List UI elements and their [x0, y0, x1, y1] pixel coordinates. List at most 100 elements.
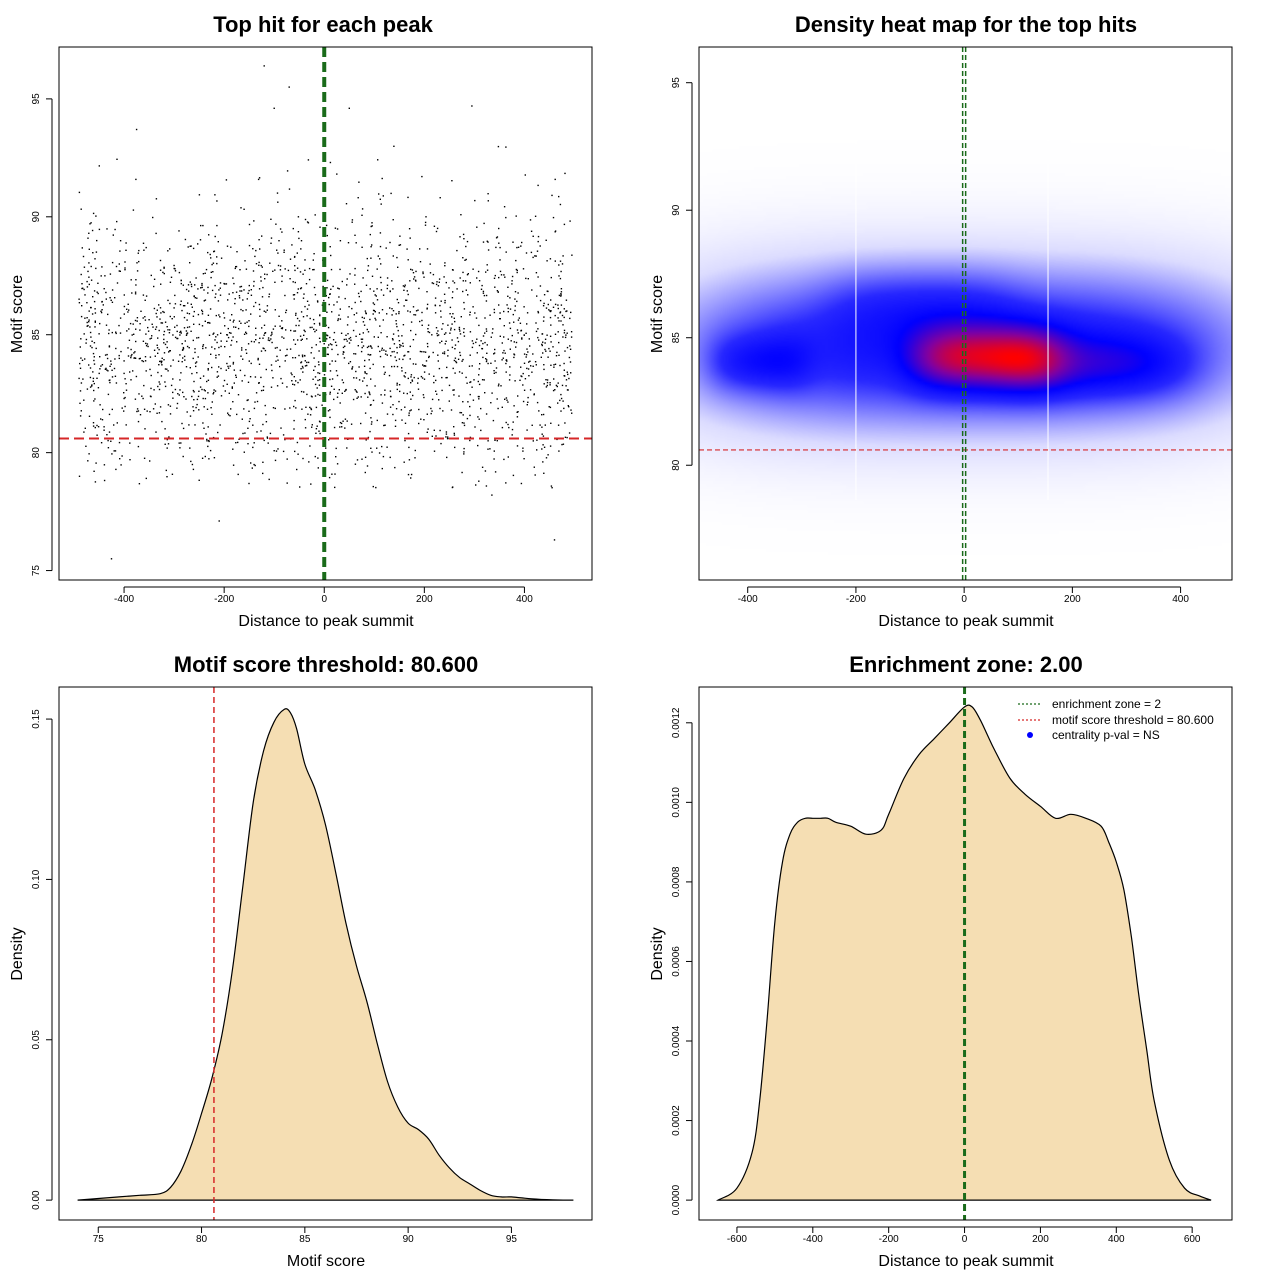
scatter-point [447, 436, 449, 438]
scatter-point [203, 406, 205, 408]
scatter-point [80, 273, 82, 276]
scatter-point [556, 385, 558, 388]
scatter-point [296, 267, 299, 269]
scatter-point [103, 426, 105, 428]
scatter-point [559, 399, 561, 402]
scatter-point [560, 288, 563, 290]
scatter-point [535, 272, 538, 274]
scatter-point [311, 426, 313, 428]
scatter-point [560, 393, 562, 396]
scatter-point [220, 367, 222, 370]
scatter-point [454, 446, 456, 449]
scatter-point [360, 338, 363, 340]
scatter-point [102, 304, 104, 306]
scatter-point [568, 406, 570, 408]
scatter-point [513, 341, 515, 343]
scatter-point [83, 266, 86, 268]
scatter-point [481, 466, 484, 468]
scatter-point [313, 286, 316, 289]
scatter-point [396, 388, 398, 391]
scatter-point [304, 330, 306, 333]
scatter-point [297, 339, 299, 341]
scatter-point [284, 360, 286, 362]
scatter-point [540, 356, 542, 358]
scatter-point [231, 339, 233, 342]
scatter-point [155, 312, 157, 315]
scatter-point [443, 276, 445, 278]
scatter-point [219, 287, 221, 289]
scatter-point [182, 427, 185, 430]
scatter-point [303, 293, 305, 295]
scatter-point [432, 351, 434, 354]
scatter-point [118, 270, 120, 272]
scatter-point [280, 327, 283, 329]
scatter-point [283, 251, 285, 253]
scatter-point [182, 357, 184, 359]
scatter-point [215, 357, 217, 359]
scatter-y-label: Motif score [9, 275, 26, 353]
scatter-point [275, 360, 277, 362]
scatter-point [446, 376, 448, 379]
scatter-point [90, 279, 93, 281]
scatter-point [94, 320, 96, 322]
distance-density-x-label: Distance to peak summit [878, 1253, 1054, 1270]
scatter-point [533, 466, 535, 468]
scatter-point [294, 399, 296, 402]
scatter-point [108, 329, 110, 331]
scatter-point [289, 278, 291, 280]
scatter-point [560, 293, 562, 295]
scatter-point [164, 321, 167, 323]
scatter-point [370, 404, 372, 406]
scatter-point [169, 405, 172, 407]
scatter-point [114, 450, 117, 452]
scatter-point [317, 457, 319, 459]
scatter-point [218, 366, 220, 368]
scatter-point [90, 265, 92, 268]
scatter-point [420, 418, 422, 420]
scatter-point [357, 292, 360, 295]
scatter-point [90, 336, 92, 338]
scatter-point [565, 385, 567, 387]
scatter-point [214, 339, 216, 341]
scatter-point [379, 245, 382, 248]
scatter-point [210, 407, 212, 409]
scatter-point [373, 290, 375, 292]
scatter-point [264, 349, 267, 352]
scatter-point [543, 316, 545, 318]
scatter-point [381, 467, 383, 470]
scatter-point [201, 309, 203, 311]
scatter-point [190, 303, 192, 305]
scatter-point [216, 200, 218, 202]
scatter-point [230, 332, 232, 334]
scatter-point [342, 346, 345, 349]
scatter-point [87, 460, 89, 462]
scatter-point [142, 360, 145, 363]
scatter-point [306, 221, 309, 223]
scatter-point [523, 458, 525, 460]
scatter-point [498, 227, 500, 230]
scatter-point [383, 366, 385, 368]
scatter-point [507, 456, 509, 458]
scatter-point [329, 293, 331, 295]
scatter-point [182, 455, 184, 458]
scatter-point [525, 332, 527, 334]
scatter-point [548, 347, 550, 350]
scatter-point [226, 362, 228, 365]
scatter-point [272, 270, 274, 272]
scatter-point [124, 261, 126, 263]
scatter-point [191, 463, 194, 466]
scatter-point [313, 253, 315, 255]
scatter-point [87, 324, 89, 327]
scatter-point [236, 251, 238, 253]
scatter-point [169, 350, 171, 352]
scatter-point [425, 360, 428, 362]
scatter-point [263, 310, 265, 312]
scatter-point [383, 424, 385, 427]
scatter-point [331, 311, 333, 313]
scatter-point [424, 224, 427, 226]
scatter-point [356, 397, 358, 399]
scatter-point [331, 348, 333, 351]
scatter-point [402, 285, 405, 287]
scatter-point [404, 439, 406, 442]
scatter-point [141, 360, 143, 362]
